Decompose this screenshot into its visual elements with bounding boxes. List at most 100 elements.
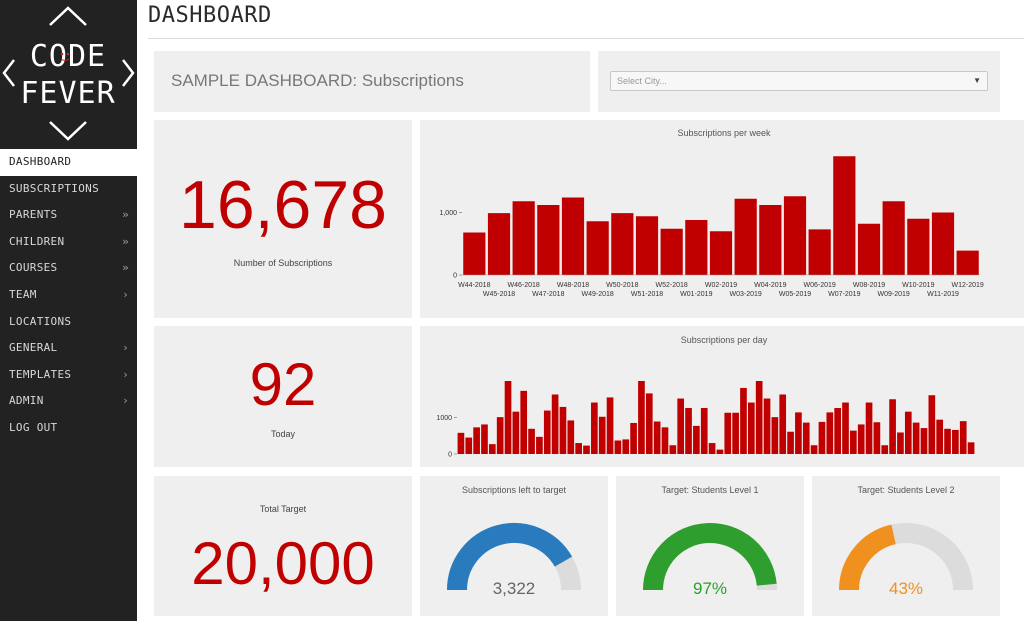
bar[interactable] xyxy=(481,424,488,454)
sidebar-item-locations[interactable]: LOCATIONS xyxy=(0,309,137,336)
bar[interactable] xyxy=(716,449,724,454)
bar[interactable] xyxy=(685,220,708,275)
bar[interactable] xyxy=(661,427,669,454)
sidebar-item-children[interactable]: CHILDREN » xyxy=(0,229,137,256)
bar[interactable] xyxy=(865,402,873,454)
bar[interactable] xyxy=(708,443,716,454)
bar[interactable] xyxy=(755,381,763,454)
bar[interactable] xyxy=(826,412,834,454)
bar[interactable] xyxy=(496,417,504,454)
sidebar-item-courses[interactable]: COURSES » xyxy=(0,255,137,282)
bar[interactable] xyxy=(669,445,677,454)
bar[interactable] xyxy=(583,445,590,454)
bar[interactable] xyxy=(536,436,543,454)
bar[interactable] xyxy=(931,212,955,276)
bar[interactable] xyxy=(771,417,779,454)
bar[interactable] xyxy=(543,410,551,454)
bar[interactable] xyxy=(882,201,905,275)
sidebar-item-general[interactable]: GENERAL › xyxy=(0,335,137,362)
bar[interactable] xyxy=(504,381,512,454)
bar[interactable] xyxy=(857,223,881,275)
bar[interactable] xyxy=(959,421,967,454)
bar[interactable] xyxy=(551,394,559,454)
bar[interactable] xyxy=(763,398,771,454)
bar[interactable] xyxy=(850,430,857,454)
bar[interactable] xyxy=(561,197,585,276)
bar[interactable] xyxy=(614,440,622,454)
sidebar-item-parents[interactable]: PARENTS » xyxy=(0,202,137,229)
bar[interactable] xyxy=(783,196,807,275)
bar[interactable] xyxy=(645,393,653,454)
bar[interactable] xyxy=(952,429,959,454)
code-fever-logo[interactable]: CODE FEVER xyxy=(0,0,137,148)
bar[interactable] xyxy=(473,427,480,454)
bar[interactable] xyxy=(842,402,849,454)
bar[interactable] xyxy=(967,442,975,454)
bar[interactable] xyxy=(638,381,645,454)
bar[interactable] xyxy=(559,406,567,454)
bar[interactable] xyxy=(611,213,634,275)
sidebar-item-team[interactable]: TEAM › xyxy=(0,282,137,309)
bar[interactable] xyxy=(928,395,936,454)
bar[interactable] xyxy=(463,232,486,276)
sidebar-item-templates[interactable]: TEMPLATES › xyxy=(0,362,137,389)
bar[interactable] xyxy=(956,250,979,275)
bar[interactable] xyxy=(685,408,692,454)
bar[interactable] xyxy=(787,431,794,454)
bar[interactable] xyxy=(512,411,520,454)
bar[interactable] xyxy=(520,390,528,454)
bar[interactable] xyxy=(795,412,802,454)
bar[interactable] xyxy=(693,425,700,454)
bar[interactable] xyxy=(598,416,606,454)
bar[interactable] xyxy=(630,422,637,454)
bar[interactable] xyxy=(528,428,535,454)
bar[interactable] xyxy=(512,201,535,275)
bar[interactable] xyxy=(487,213,511,275)
bar[interactable] xyxy=(734,198,757,275)
bar[interactable] xyxy=(586,221,609,275)
bar[interactable] xyxy=(904,411,912,454)
bar[interactable] xyxy=(537,205,560,275)
bar[interactable] xyxy=(732,412,739,454)
bar[interactable] xyxy=(740,387,747,454)
bar[interactable] xyxy=(635,216,659,275)
bar[interactable] xyxy=(873,422,881,454)
bar[interactable] xyxy=(465,437,473,454)
bar[interactable] xyxy=(660,228,683,275)
bar[interactable] xyxy=(700,408,708,454)
bar[interactable] xyxy=(802,422,810,454)
bar[interactable] xyxy=(747,402,755,454)
bar[interactable] xyxy=(653,421,661,454)
bar[interactable] xyxy=(488,444,496,454)
sidebar-item-log-out[interactable]: LOG OUT xyxy=(0,415,137,442)
bar[interactable] xyxy=(920,428,928,454)
bar[interactable] xyxy=(622,439,630,454)
bar[interactable] xyxy=(944,428,951,454)
bar[interactable] xyxy=(897,432,904,454)
sidebar-item-admin[interactable]: ADMIN › xyxy=(0,388,137,415)
bar[interactable] xyxy=(833,156,856,275)
bar[interactable] xyxy=(907,218,930,275)
city-select[interactable]: Select City... ▼ xyxy=(610,71,988,91)
bar[interactable] xyxy=(912,422,920,454)
bar[interactable] xyxy=(808,229,831,275)
bar[interactable] xyxy=(724,412,732,454)
bar[interactable] xyxy=(567,420,575,454)
bar[interactable] xyxy=(881,445,889,454)
bar[interactable] xyxy=(606,397,614,454)
bar[interactable] xyxy=(709,231,733,275)
bar[interactable] xyxy=(810,445,818,454)
bar[interactable] xyxy=(591,402,598,454)
bar[interactable] xyxy=(779,394,787,454)
bar[interactable] xyxy=(857,424,865,454)
bar[interactable] xyxy=(936,419,944,454)
bar[interactable] xyxy=(759,205,782,275)
bar[interactable] xyxy=(834,408,841,454)
bar[interactable] xyxy=(818,421,826,454)
sidebar-item-dashboard[interactable]: DASHBOARD xyxy=(0,149,137,176)
bar[interactable] xyxy=(575,443,582,454)
bar[interactable] xyxy=(889,399,896,454)
bar[interactable] xyxy=(457,432,465,454)
sidebar-item-subscriptions[interactable]: SUBSCRIPTIONS xyxy=(0,176,137,203)
bar[interactable] xyxy=(677,398,685,454)
